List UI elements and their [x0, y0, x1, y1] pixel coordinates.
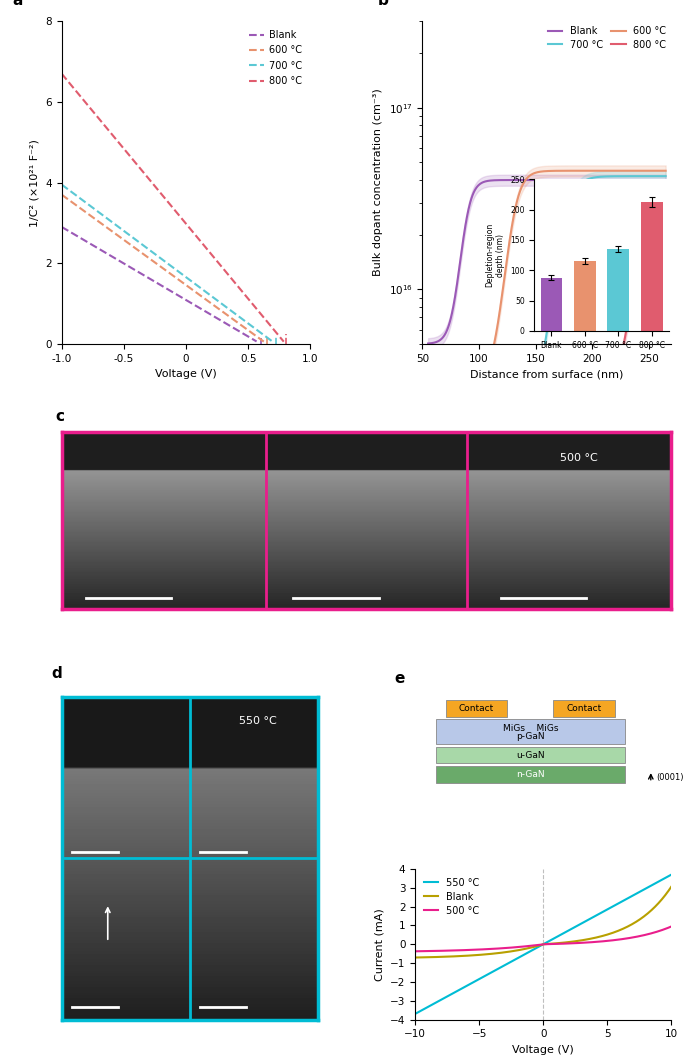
Blank — [72, 229, 80, 242]
X-axis label: Voltage (V): Voltage (V) — [155, 370, 217, 379]
600 °C — [110, 226, 118, 239]
600 °C — [193, 287, 201, 299]
Text: Contact: Contact — [459, 704, 495, 713]
550 °C — [411, 1008, 419, 1021]
Blank — [116, 255, 125, 268]
Line: Blank: Blank — [415, 887, 671, 958]
Text: c: c — [55, 409, 64, 424]
Blank — [58, 221, 66, 234]
700 °C — [150, 247, 158, 260]
Legend: Blank, 700 °C, 600 °C, 800 °C: Blank, 700 °C, 600 °C, 800 °C — [548, 27, 667, 50]
550 °C — [604, 903, 612, 915]
Text: b: b — [377, 0, 388, 8]
500 °C — [456, 944, 464, 957]
500 °C — [604, 935, 612, 947]
500 °C — [562, 937, 570, 949]
600 °C — [58, 188, 66, 201]
700 °C — [186, 274, 195, 287]
Blank — [604, 928, 612, 941]
700 °C — [142, 241, 151, 254]
600 °C — [160, 263, 169, 276]
Blank — [562, 936, 570, 948]
Blank — [667, 880, 675, 893]
500 °C — [582, 937, 590, 949]
Bar — [446, 700, 508, 717]
500 °C — [411, 945, 419, 958]
Y-axis label: 1/C² (×10²¹ F⁻²): 1/C² (×10²¹ F⁻²) — [29, 139, 40, 226]
Legend: Blank, 600 °C, 700 °C, 800 °C: Blank, 600 °C, 700 °C, 800 °C — [245, 27, 306, 90]
Blank — [253, 336, 261, 348]
600 °C — [260, 336, 268, 348]
Blank — [527, 941, 535, 954]
Text: d: d — [51, 666, 62, 681]
600 °C — [141, 250, 149, 262]
600 °C — [128, 239, 136, 252]
500 °C — [527, 940, 535, 953]
800 °C — [258, 309, 266, 322]
800 °C — [79, 93, 87, 106]
Y-axis label: Bulk dopant concentration (cm⁻³): Bulk dopant concentration (cm⁻³) — [373, 89, 383, 276]
550 °C — [527, 944, 535, 957]
Text: u-GaN: u-GaN — [516, 751, 545, 759]
600 °C — [134, 244, 142, 257]
Blank — [150, 275, 158, 288]
550 °C — [562, 925, 570, 938]
Y-axis label: Current (mA): Current (mA) — [375, 908, 384, 980]
700 °C — [256, 326, 264, 339]
Blank — [84, 236, 92, 249]
Line: 600 °C: 600 °C — [62, 194, 264, 342]
X-axis label: Voltage (V): Voltage (V) — [512, 1045, 574, 1055]
Blank — [456, 949, 464, 962]
Line: 500 °C: 500 °C — [415, 926, 671, 952]
800 °C — [226, 271, 234, 284]
Line: 700 °C: 700 °C — [62, 185, 273, 342]
X-axis label: Distance from surface (nm): Distance from surface (nm) — [470, 370, 623, 379]
800 °C — [134, 159, 142, 172]
Blank — [411, 952, 419, 964]
800 °C — [134, 160, 142, 173]
550 °C — [667, 869, 675, 881]
800 °C — [203, 243, 211, 256]
550 °C — [477, 972, 485, 984]
Line: 800 °C: 800 °C — [62, 73, 284, 342]
700 °C — [253, 324, 262, 337]
700 °C — [218, 297, 226, 310]
Line: 550 °C: 550 °C — [415, 875, 671, 1014]
Text: 550 °C: 550 °C — [239, 716, 277, 726]
700 °C — [58, 178, 66, 191]
Bar — [436, 719, 625, 744]
500 °C — [667, 920, 675, 932]
Blank — [154, 277, 162, 290]
Text: n-GaN: n-GaN — [516, 770, 545, 778]
Text: (0001): (0001) — [656, 772, 684, 782]
Text: a: a — [12, 0, 22, 8]
Line: Blank: Blank — [62, 227, 257, 342]
700 °C — [269, 336, 277, 348]
Bar — [553, 700, 615, 717]
800 °C — [58, 67, 66, 80]
550 °C — [456, 982, 464, 995]
Text: 500 °C: 500 °C — [560, 453, 598, 463]
Bar — [436, 747, 625, 764]
500 °C — [477, 943, 485, 956]
Blank — [582, 933, 590, 946]
Blank — [477, 948, 485, 961]
Text: Contact: Contact — [566, 704, 602, 713]
Text: e: e — [395, 671, 405, 686]
Legend: 550 °C, Blank, 500 °C: 550 °C, Blank, 500 °C — [420, 874, 484, 920]
550 °C — [582, 914, 590, 927]
Bar — [436, 766, 625, 783]
Text: p-GaN: p-GaN — [516, 732, 545, 741]
Blank — [125, 260, 134, 273]
800 °C — [279, 336, 288, 348]
Text: MiGs    MiGs: MiGs MiGs — [503, 724, 558, 733]
